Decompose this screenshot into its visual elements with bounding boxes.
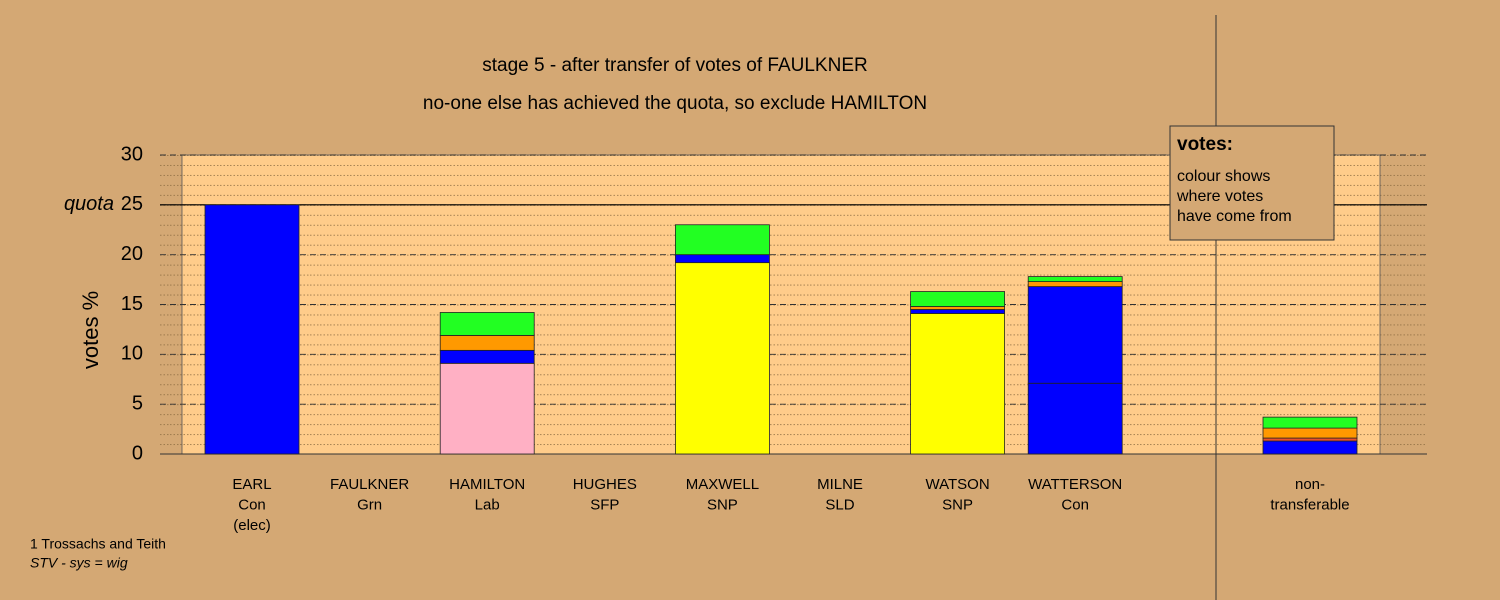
x-tick-label: non- <box>1295 476 1325 493</box>
x-tick-label: Con <box>1061 496 1089 513</box>
chart-title: stage 5 - after transfer of votes of FAU… <box>482 55 867 76</box>
legend-text: have come from <box>1177 208 1292 225</box>
y-tick-label: 10 <box>121 343 143 365</box>
x-tick-label: HUGHES <box>573 476 637 493</box>
x-tick-label: HAMILTON <box>449 476 525 493</box>
x-tick-label: WATTERSON <box>1028 476 1122 493</box>
legend-text: where votes <box>1176 188 1263 205</box>
y-tick-label: 25 <box>121 193 143 215</box>
bar-segment <box>910 306 1005 310</box>
x-tick-label: Con <box>238 496 266 513</box>
x-tick-label: SFP <box>590 496 619 513</box>
bar-segment <box>1262 437 1358 442</box>
bar-segment <box>1027 382 1123 455</box>
y-tick-label: 15 <box>121 293 143 315</box>
x-tick-label: FAULKNER <box>330 476 409 493</box>
bar-segment <box>1262 440 1358 455</box>
x-tick-label: Grn <box>357 496 382 513</box>
bar-segment <box>439 334 535 351</box>
bar-segment <box>675 262 770 455</box>
x-tick-label: SNP <box>707 496 738 513</box>
bar-segment <box>439 349 535 364</box>
bar-segment <box>1027 281 1123 287</box>
y-tick-label: 0 <box>132 442 143 464</box>
legend-box <box>1169 125 1335 241</box>
legend-title: votes: <box>1177 134 1233 155</box>
y-tick-label: 5 <box>132 392 143 414</box>
bar-segment <box>910 313 1005 455</box>
chart-subtitle: no-one else has achieved the quota, so e… <box>423 93 927 114</box>
bar-segment <box>1262 416 1358 429</box>
y-tick-label: 30 <box>121 143 143 165</box>
x-tick-label: Lab <box>475 496 500 513</box>
bar-segment <box>1027 276 1123 282</box>
footer: 1 Trossachs and Teith <box>30 536 166 552</box>
bar-segment <box>204 204 300 455</box>
x-tick-label: WATSON <box>926 476 990 493</box>
x-tick-label: transferable <box>1270 496 1349 513</box>
bar-segment <box>439 312 535 336</box>
bar-segment <box>1262 427 1358 439</box>
quota-label: quota <box>64 193 114 215</box>
bar-segment <box>675 224 770 256</box>
x-tick-label: (elec) <box>233 517 271 534</box>
bar-segment <box>910 309 1005 314</box>
footer: STV - sys = wig <box>30 555 128 571</box>
x-tick-label: SLD <box>825 496 854 513</box>
bar-segment <box>675 254 770 264</box>
x-tick-label: MILNE <box>817 476 863 493</box>
y-tick-label: 20 <box>121 243 143 265</box>
x-tick-label: SNP <box>942 496 973 513</box>
bar-segment <box>439 362 535 455</box>
bar-segment <box>1027 286 1123 384</box>
legend-text: colour shows <box>1177 168 1270 185</box>
x-tick-label: EARL <box>232 476 271 493</box>
x-tick-label: MAXWELL <box>686 476 759 493</box>
y-axis-label: votes % <box>78 291 103 369</box>
bar-segment <box>910 291 1005 307</box>
